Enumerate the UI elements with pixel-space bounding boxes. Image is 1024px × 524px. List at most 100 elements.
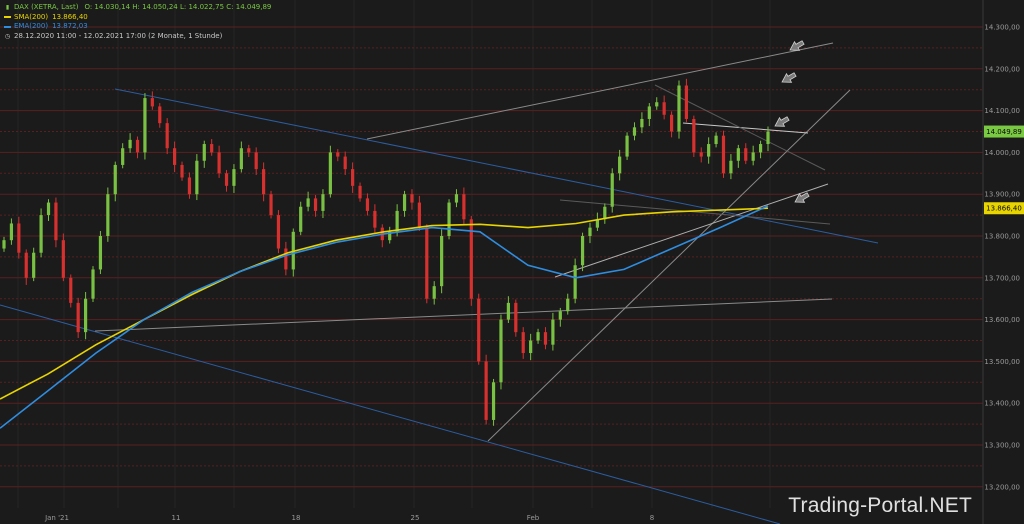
candle-body [484, 361, 488, 420]
candle-body [24, 252, 28, 278]
candle-body [529, 340, 533, 354]
candle-body [395, 210, 399, 232]
candle-body [83, 298, 88, 333]
candle-body [410, 194, 414, 203]
candle-body [603, 206, 607, 220]
candle-body [477, 298, 481, 362]
candle-body [113, 164, 117, 195]
x-tick-label: 11 [172, 514, 181, 522]
legend-range: 28.12.2020 11:00 - 12.02.2021 17:00 (2 M… [14, 31, 223, 40]
candle-body [180, 164, 184, 178]
candle-body [351, 169, 355, 186]
candle-body [165, 123, 169, 149]
candle-body [462, 194, 466, 220]
y-tick-label: 13.700,00 [984, 274, 1020, 282]
candle-body [551, 319, 555, 345]
candle-body [306, 198, 310, 207]
candle-body [313, 198, 318, 211]
annotation-arrow-icon [794, 192, 810, 203]
candle-icon: ▮ [5, 4, 10, 12]
candle-body [662, 102, 666, 115]
candle-body [262, 169, 266, 195]
candle-body [425, 227, 429, 299]
trend-line [94, 298, 833, 332]
candle-body [417, 202, 421, 228]
candle-body [106, 194, 110, 236]
y-axis-panel [983, 0, 1024, 524]
y-tick-label: 13.900,00 [984, 191, 1020, 199]
candle-body [46, 202, 51, 216]
candle-body [766, 131, 770, 145]
candle-body [536, 332, 540, 341]
candle-body [499, 319, 503, 383]
y-tick-label: 14.000,00 [984, 149, 1020, 157]
trend-line [0, 304, 781, 524]
candle-body [647, 106, 651, 119]
x-tick-label: Jan '21 [44, 514, 69, 522]
x-tick-label: 25 [411, 514, 420, 522]
annotation-arrow-icon [774, 116, 790, 127]
legend-instrument-row: ▮ DAX (XETRA, Last) O: 14.030,14 H: 14.0… [4, 3, 272, 13]
candle-body [9, 223, 14, 241]
candle-body [91, 269, 95, 299]
candle-body [254, 152, 258, 170]
candle-body [373, 210, 377, 228]
candle-body [454, 194, 459, 203]
candle-body [195, 160, 199, 195]
candle-body [632, 127, 637, 136]
last-price-badge [984, 125, 1024, 138]
candle-body [299, 206, 303, 232]
last-price-label: 14.049,89 [986, 128, 1022, 136]
candle-body [640, 118, 644, 128]
candle-body [469, 219, 473, 299]
legend-ema-row[interactable]: EMA(200) 13.872,03 [4, 22, 271, 32]
candle-body [669, 114, 674, 132]
candle-body [588, 227, 592, 236]
candle-body [440, 236, 444, 287]
candle-body [158, 106, 162, 124]
candle-body [54, 202, 58, 241]
candle-body [558, 311, 562, 320]
candle-body [566, 298, 570, 312]
ema-200-line [0, 205, 769, 429]
y-tick-label: 13.500,00 [984, 358, 1020, 366]
sma-swatch [4, 16, 11, 19]
x-tick-label: Feb [527, 514, 540, 522]
candle-body [76, 302, 80, 333]
trend-line [366, 42, 834, 140]
candle-body [388, 231, 392, 241]
candle-body [128, 139, 132, 149]
y-tick-label: 13.600,00 [984, 316, 1020, 324]
y-tick-label: 13.300,00 [984, 442, 1020, 450]
candle-body [32, 252, 36, 278]
trend-line [554, 183, 829, 278]
clock-icon: ◷ [4, 32, 11, 40]
trend-line [682, 122, 809, 134]
candle-body [625, 135, 629, 157]
candle-body [573, 265, 577, 299]
candle-body [543, 332, 548, 345]
candle-body [432, 286, 436, 299]
candle-body [217, 152, 221, 174]
legend-ema-value: 13.872,03 [52, 22, 88, 30]
candle-body [610, 173, 614, 207]
candle-body [677, 85, 681, 132]
candle-body [595, 219, 599, 228]
candle-body [580, 236, 585, 266]
y-tick-label: 14.100,00 [984, 107, 1020, 115]
candle-body [98, 236, 103, 270]
y-tick-label: 13.400,00 [984, 400, 1020, 408]
legend-sma-row[interactable]: SMA(200) 13.866,40 [4, 13, 271, 23]
candle-body [692, 118, 696, 153]
candle-body [506, 302, 510, 320]
legend-ohlc: O: 14.030,14 H: 14.050,24 L: 14.022,75 C… [84, 3, 272, 11]
candle-body [365, 198, 370, 211]
legend-sma-value: 13.866,40 [52, 12, 88, 21]
candle-body [39, 215, 43, 253]
candle-body [655, 102, 659, 107]
candle-body [514, 302, 518, 333]
y-tick-label: 14.200,00 [984, 65, 1020, 73]
candle-body [150, 98, 154, 107]
candle-body [247, 148, 251, 153]
